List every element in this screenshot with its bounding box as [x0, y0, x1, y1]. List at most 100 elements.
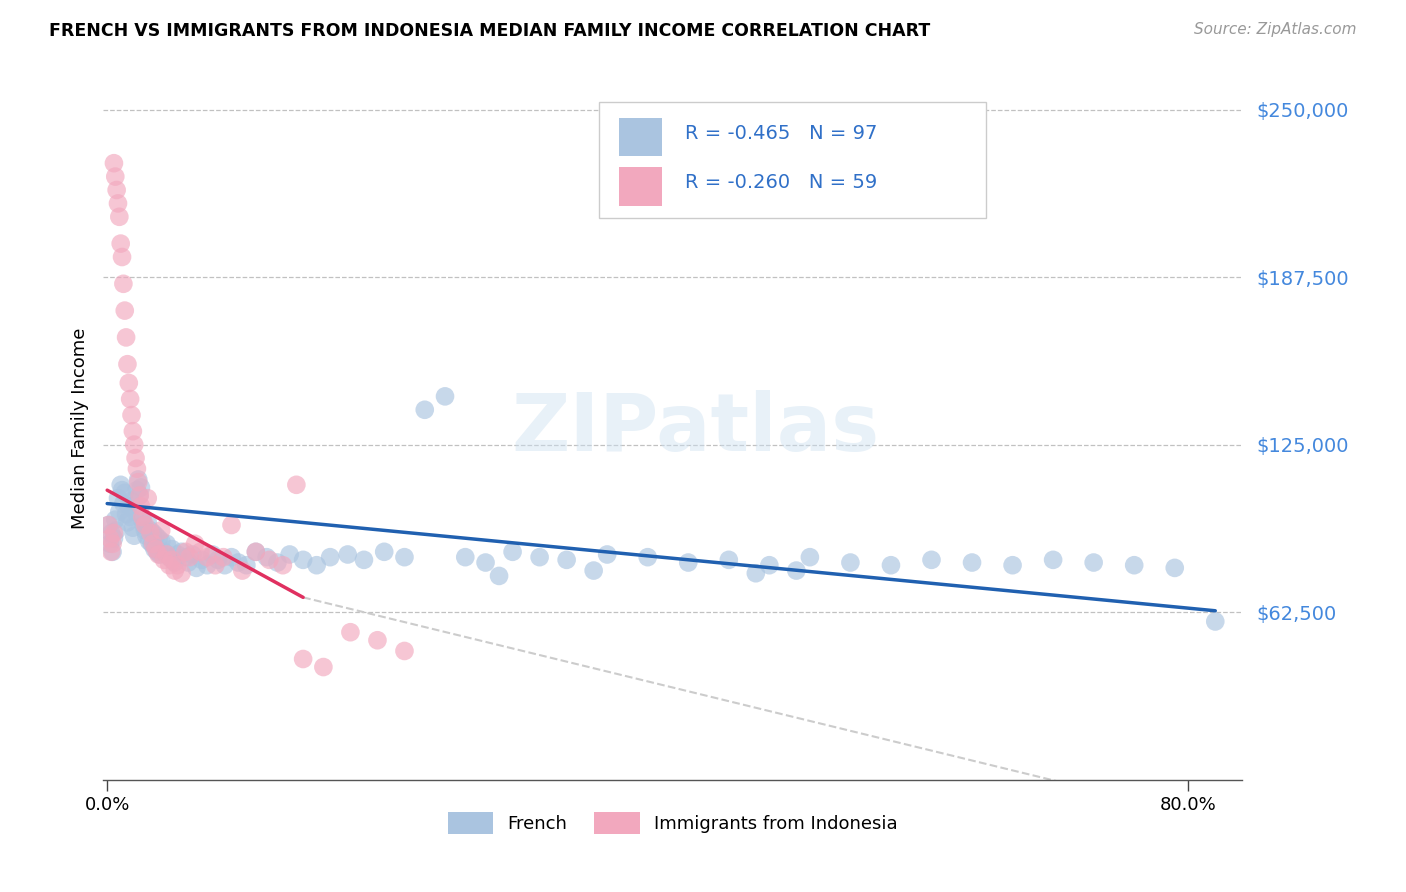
Point [136, 491, 159, 506]
Point [488, 569, 510, 583]
Point [186, 561, 208, 575]
Point [160, 553, 183, 567]
Point [108, 505, 131, 519]
Point [107, 196, 129, 211]
Point [101, 545, 124, 559]
Point [103, 156, 125, 170]
Point [678, 556, 700, 570]
Point [98, 532, 121, 546]
Point [454, 550, 477, 565]
Point [394, 550, 416, 565]
Point [1164, 561, 1187, 575]
Point [717, 553, 740, 567]
Point [266, 556, 288, 570]
Point [108, 210, 131, 224]
Point [245, 545, 267, 559]
Text: ZIPatlas: ZIPatlas [512, 390, 880, 467]
Point [170, 566, 193, 581]
Point [142, 526, 165, 541]
Point [960, 556, 983, 570]
Point [156, 548, 179, 562]
Point [131, 513, 153, 527]
Point [131, 510, 153, 524]
Point [195, 558, 218, 573]
Text: R = -0.260   N = 59: R = -0.260 N = 59 [685, 173, 877, 193]
Point [880, 558, 903, 573]
Point [105, 524, 128, 538]
Point [110, 478, 132, 492]
Point [101, 537, 124, 551]
Point [434, 389, 457, 403]
Point [122, 437, 145, 451]
Point [319, 550, 342, 565]
Point [156, 537, 179, 551]
Point [132, 518, 155, 533]
Point [100, 545, 122, 559]
Point [135, 529, 157, 543]
Point [204, 558, 226, 573]
Point [170, 545, 193, 559]
Point [292, 652, 315, 666]
Point [235, 558, 257, 573]
Point [115, 508, 138, 522]
Point [1204, 615, 1226, 629]
Point [121, 424, 143, 438]
Point [245, 545, 267, 559]
Point [195, 550, 218, 565]
Point [150, 534, 173, 549]
Point [312, 660, 335, 674]
Point [127, 475, 149, 490]
Point [125, 483, 148, 498]
Point [191, 553, 214, 567]
Point [111, 483, 134, 498]
Point [181, 548, 204, 562]
Point [221, 550, 243, 565]
Text: R = -0.465   N = 97: R = -0.465 N = 97 [685, 124, 877, 143]
Point [97, 518, 120, 533]
Point [134, 518, 156, 533]
Point [129, 481, 152, 495]
Point [163, 564, 186, 578]
Point [150, 524, 173, 538]
Point [136, 516, 159, 530]
Point [799, 550, 821, 565]
Point [149, 548, 172, 562]
Point [139, 526, 162, 541]
Point [745, 566, 768, 581]
Point [146, 545, 169, 559]
Point [145, 529, 167, 543]
Point [127, 472, 149, 486]
Point [121, 494, 143, 508]
Point [366, 633, 388, 648]
Bar [619, 167, 662, 205]
Point [179, 550, 201, 565]
Point [104, 513, 127, 527]
Point [121, 408, 143, 422]
Point [121, 521, 143, 535]
Point [1042, 553, 1064, 567]
Point [148, 532, 170, 546]
Point [157, 550, 180, 565]
Text: FRENCH VS IMMIGRANTS FROM INDONESIA MEDIAN FAMILY INCOME CORRELATION CHART: FRENCH VS IMMIGRANTS FROM INDONESIA MEDI… [49, 22, 931, 40]
Point [120, 510, 142, 524]
Point [174, 550, 197, 565]
Point [637, 550, 659, 565]
Point [394, 644, 416, 658]
Point [117, 516, 139, 530]
Point [128, 489, 150, 503]
Point [502, 545, 524, 559]
Point [138, 534, 160, 549]
Point [141, 537, 163, 551]
Point [103, 532, 125, 546]
Point [212, 550, 235, 565]
Y-axis label: Median Family Income: Median Family Income [72, 328, 89, 529]
Point [339, 625, 361, 640]
Point [120, 392, 142, 406]
Point [103, 526, 125, 541]
Point [596, 548, 619, 562]
Point [292, 553, 315, 567]
Point [278, 548, 301, 562]
Point [529, 550, 551, 565]
Point [124, 505, 146, 519]
Point [117, 357, 139, 371]
